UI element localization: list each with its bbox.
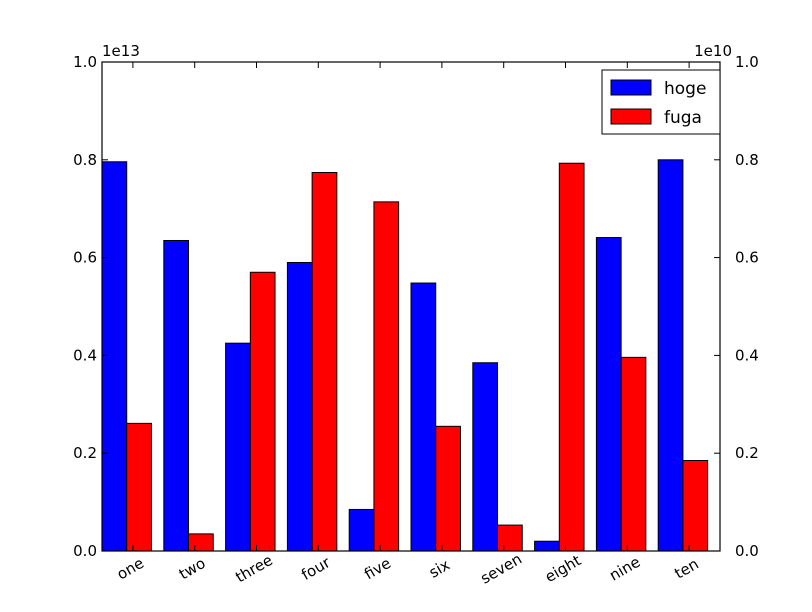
left-tick-label: 1.0 xyxy=(73,53,97,71)
x-tick-label: three xyxy=(232,551,275,586)
bar-fuga-five xyxy=(373,201,400,552)
bar-hoge-five xyxy=(348,508,375,552)
plot-frame xyxy=(101,61,721,552)
x-tick-label: five xyxy=(361,554,394,583)
legend-swatch-hoge xyxy=(610,79,652,96)
bar-fuga-one xyxy=(126,422,152,552)
x-tick-label: eight xyxy=(542,551,584,586)
bar-hoge-nine xyxy=(595,237,622,552)
right-tick-label: 1.0 xyxy=(735,53,759,71)
bar-hoge-seven xyxy=(472,362,499,552)
legend: hoge fuga xyxy=(601,69,721,135)
bar-hoge-eight xyxy=(534,540,560,552)
right-tick-label: 0.0 xyxy=(735,542,759,560)
legend-swatch-fuga xyxy=(610,108,652,125)
legend-label-fuga: fuga xyxy=(664,108,702,128)
x-tick-label: six xyxy=(426,556,453,582)
bar-hoge-ten xyxy=(657,159,684,552)
x-tick-label: ten xyxy=(671,555,701,583)
bar-hoge-six xyxy=(410,282,437,552)
bar-hoge-two xyxy=(163,239,190,552)
bar-hoge-three xyxy=(225,342,251,552)
right-tick-label: 0.4 xyxy=(735,346,759,364)
right-tick-label: 0.2 xyxy=(735,444,759,462)
left-tick-label: 0.0 xyxy=(73,542,97,560)
right-axis-scale-label: 1e10 xyxy=(694,42,732,60)
bar-fuga-eight xyxy=(558,162,585,552)
bar-fuga-two xyxy=(188,533,214,552)
bar-hoge-four xyxy=(286,261,313,552)
left-axis-scale-label: 1e13 xyxy=(102,42,140,60)
right-tick-label: 0.6 xyxy=(735,249,759,267)
bars-layer xyxy=(101,159,709,552)
left-tick-label: 0.4 xyxy=(73,346,97,364)
bar-fuga-nine xyxy=(620,356,647,552)
right-tick-label: 0.8 xyxy=(735,151,759,169)
left-tick-label: 0.6 xyxy=(73,249,97,267)
bar-fuga-three xyxy=(249,271,276,552)
legend-label-hoge: hoge xyxy=(664,79,706,99)
x-tick-label: two xyxy=(176,554,209,583)
bar-fuga-seven xyxy=(497,524,523,552)
x-tick-label: nine xyxy=(606,553,643,585)
left-tick-label: 0.2 xyxy=(73,444,97,462)
bar-fuga-six xyxy=(435,425,461,552)
x-tick-label: seven xyxy=(477,550,525,588)
bar-fuga-four xyxy=(311,172,338,552)
x-tick-label: four xyxy=(298,553,334,584)
left-tick-label: 0.8 xyxy=(73,151,97,169)
bar-fuga-ten xyxy=(682,460,709,552)
bar-hoge-one xyxy=(101,161,128,552)
x-tick-label: one xyxy=(114,554,147,584)
